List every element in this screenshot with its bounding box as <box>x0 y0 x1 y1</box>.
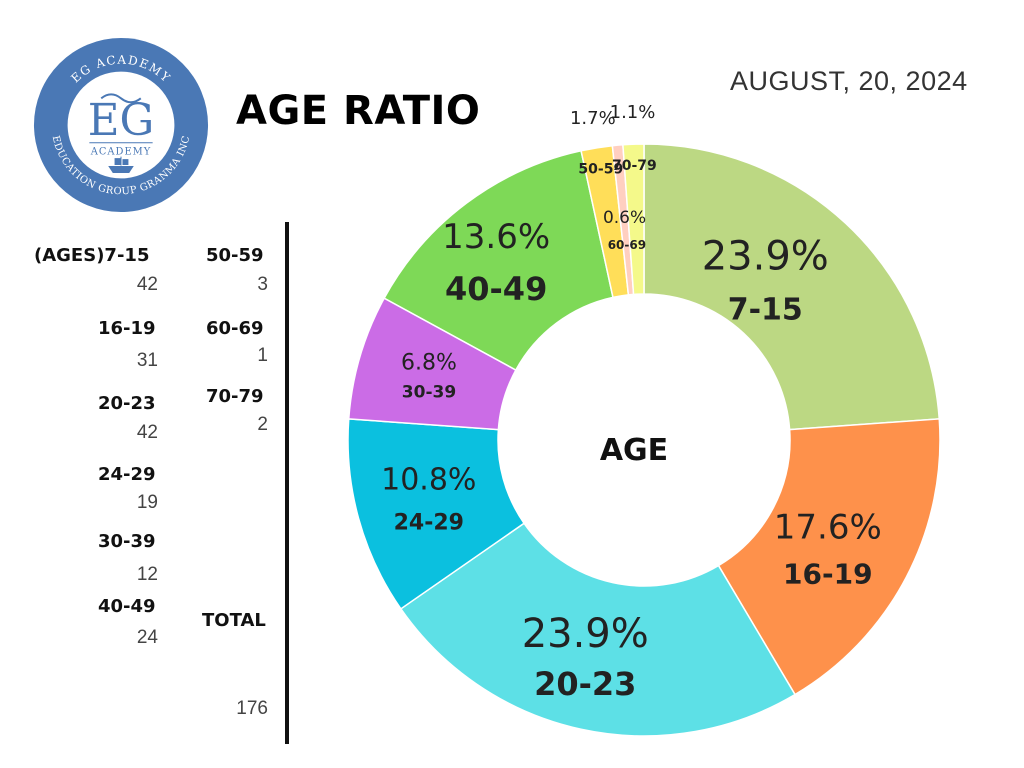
table-label: 24-29 <box>98 464 156 485</box>
slice-percent-label: 1.7% <box>570 108 616 129</box>
slice-category-label: 60-69 <box>608 238 646 252</box>
table-count: 19 <box>136 492 158 513</box>
table-label: 16-19 <box>98 318 156 339</box>
slice-percent-label: 13.6% <box>442 217 550 257</box>
logo-ornament-icon <box>100 93 142 104</box>
logo-monogram: EG <box>88 96 155 146</box>
slice-percent-label: 23.9% <box>702 234 829 280</box>
slice-labels: 23.9% 7-15 17.6% 16-19 23.9% 20-23 10.8% 24-29 6… <box>381 102 882 703</box>
ship-icon <box>108 156 134 173</box>
center-label: AGE <box>600 433 668 468</box>
table-count: 2 <box>257 414 268 435</box>
table-label: (AGES)7-15 <box>34 245 150 266</box>
table-label: 40-49 <box>98 596 156 617</box>
table-count: 1 <box>257 345 268 366</box>
table-count: 31 <box>136 350 158 371</box>
slice-percent-label: 0.6% <box>603 208 646 228</box>
slice-category-label: 50-59 <box>578 161 623 177</box>
donut-slices <box>347 143 941 737</box>
slice-percent-label: 23.9% <box>522 611 649 657</box>
table-label: 70-79 <box>206 386 264 407</box>
slice-category-label: 24-29 <box>394 511 464 536</box>
table-label: 20-23 <box>98 393 156 414</box>
total-label: TOTAL <box>202 610 266 631</box>
table-count: 24 <box>136 627 158 648</box>
slice-category-label: 40-49 <box>445 270 547 308</box>
slice-category-label: 70-79 <box>612 158 657 174</box>
table-label: 30-39 <box>98 531 156 552</box>
donut-hole <box>498 294 790 586</box>
slice-percent-label: 1.1% <box>610 102 656 123</box>
slice-category-label: 30-39 <box>402 382 456 402</box>
table-divider <box>285 222 289 744</box>
table-label: 50-59 <box>206 245 264 266</box>
total-value: 176 <box>236 698 268 719</box>
table-count: 42 <box>136 274 158 295</box>
date-label: AUGUST, 20, 2024 <box>730 66 968 96</box>
logo-inner-disc <box>67 71 175 179</box>
logo-sub-text: ACADEMY <box>90 147 152 158</box>
table-count: 12 <box>136 564 158 585</box>
page-title: AGE RATIO <box>236 88 481 134</box>
slice-category-label: 20-23 <box>534 665 636 703</box>
table-label: 60-69 <box>206 318 264 339</box>
slice-percent-label: 10.8% <box>381 463 476 498</box>
table-count: 3 <box>257 274 268 295</box>
slice-category-label: 16-19 <box>783 558 873 591</box>
eg-academy-logo: EG ACADEMY EDUCATION GROUP GRANMA INC EG… <box>33 37 209 213</box>
slice-percent-label: 6.8% <box>401 350 457 375</box>
table-count: 42 <box>136 422 158 443</box>
slice-percent-label: 17.6% <box>774 508 882 548</box>
slice-category-label: 7-15 <box>728 293 803 328</box>
